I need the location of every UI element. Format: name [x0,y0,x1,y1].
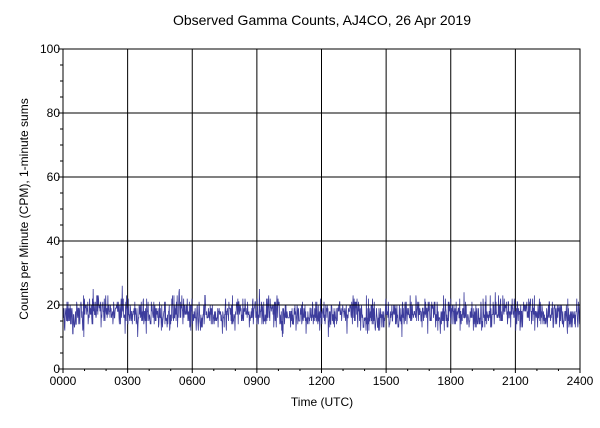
x-tick-label: 0000 [50,374,77,388]
x-tick-labels: 0000 0300 0600 0900 1200 1500 1800 2100 2400 [50,374,594,388]
y-tick-label: 40 [47,234,61,248]
y-tick-labels: 0 20 40 60 80 100 [40,42,60,376]
x-tick-label: 0900 [244,374,271,388]
x-tick-label: 1500 [373,374,400,388]
x-tick-label: 1200 [308,374,335,388]
x-tick-label: 2400 [567,374,594,388]
y-tick-label: 20 [47,298,61,312]
y-tick-label: 80 [47,106,61,120]
x-tick-label: 1800 [437,374,464,388]
y-tick-label: 60 [47,170,61,184]
y-tick-label: 0 [53,362,60,376]
y-tick-label: 100 [40,42,60,56]
y-axis-label: Counts per Minute (CPM), 1-minute sums [17,98,31,319]
axis-ticks [58,48,581,373]
x-tick-label: 0600 [179,374,206,388]
x-tick-label: 2100 [502,374,529,388]
x-tick-label: 0300 [114,374,141,388]
x-axis-label: Time (UTC) [291,395,353,409]
chart-title: Observed Gamma Counts, AJ4CO, 26 Apr 201… [173,12,471,28]
